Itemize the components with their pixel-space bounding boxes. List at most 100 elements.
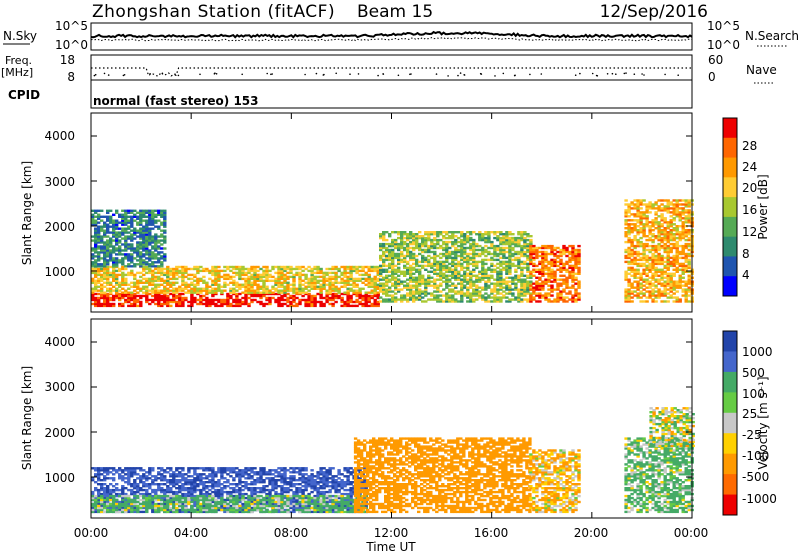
power-cell [382, 250, 386, 254]
power-cell [169, 289, 173, 292]
power-cell [645, 282, 649, 285]
power-cell [94, 304, 98, 308]
power-cell [636, 286, 640, 289]
power-cell [684, 280, 688, 283]
power-cell [175, 289, 179, 292]
power-cell [421, 280, 425, 283]
power-cell [526, 264, 530, 268]
power-cell [217, 298, 221, 302]
power-cell [385, 248, 389, 252]
power-cell [286, 281, 290, 284]
velocity-cell [127, 510, 131, 514]
power-cell [439, 274, 443, 277]
power-cell [91, 261, 95, 264]
power-cell [624, 231, 628, 234]
power-cell [675, 207, 679, 210]
power-cell [454, 298, 458, 301]
power-cell [334, 294, 338, 298]
power-cell [286, 292, 290, 296]
velocity-cell [124, 469, 128, 472]
power-cell [235, 267, 239, 271]
power-cell [475, 260, 479, 264]
power-cell [442, 260, 446, 264]
power-cell [475, 298, 479, 301]
power-cell [310, 285, 314, 288]
power-cell [427, 262, 431, 266]
power-cell [571, 276, 575, 279]
power-cell [559, 290, 563, 293]
power-cell [544, 246, 548, 250]
power-cell [675, 256, 679, 260]
power-cell [109, 283, 113, 286]
power-cell [544, 294, 548, 297]
power-cell [322, 287, 326, 290]
power-cell [355, 304, 359, 308]
power-cell [562, 264, 566, 268]
power-cell [394, 240, 398, 244]
power-cell [454, 292, 458, 295]
power-cell [283, 279, 287, 282]
power-cell [298, 289, 302, 292]
power-cell [472, 280, 476, 283]
power-cell [433, 262, 437, 266]
power-cell [490, 258, 494, 262]
power-cell [535, 286, 539, 289]
power-cell [394, 298, 398, 301]
power-cell [436, 264, 440, 268]
power-cell [639, 282, 643, 285]
freq-point [591, 72, 594, 75]
power-cell [421, 282, 425, 285]
power-cell [151, 273, 155, 277]
power-cell [103, 233, 107, 236]
power-cell [277, 291, 281, 294]
power-cell [436, 284, 440, 287]
power-cell [379, 282, 383, 285]
power-cell [651, 233, 655, 236]
power-cell [175, 277, 179, 281]
power-cell [145, 300, 149, 304]
power-cell [262, 291, 266, 294]
power-cell [286, 277, 290, 281]
power-cell [391, 274, 395, 277]
power-cell [265, 269, 269, 273]
power-cell [538, 284, 542, 287]
power-cell [472, 274, 476, 277]
power-cell [130, 223, 134, 226]
power-cell [103, 231, 107, 234]
power-cell [100, 209, 104, 212]
power-cell [654, 270, 658, 273]
power-cell [508, 246, 512, 250]
power-cell [106, 215, 110, 218]
power-cell [678, 280, 682, 283]
power-cell [124, 237, 128, 240]
power-cell [139, 255, 143, 258]
power-cell [232, 289, 236, 292]
velocity-cell [124, 498, 128, 502]
power-cell [544, 292, 548, 295]
power-cell [358, 292, 362, 296]
freq-right-tick-low: 0 [708, 70, 716, 84]
power-cell [139, 265, 143, 268]
power-cell [633, 205, 637, 208]
power-cell [490, 246, 494, 250]
power-cell [190, 281, 194, 284]
velocity-cell [163, 488, 167, 492]
power-cell [439, 260, 443, 264]
power-cell [630, 258, 634, 262]
power-cell [648, 221, 652, 224]
power-cell [262, 285, 266, 288]
power-cell [148, 289, 152, 292]
power-cell [427, 274, 431, 277]
power-cell [226, 292, 230, 296]
power-ytick-3000: 3000 [44, 175, 75, 189]
power-cell [313, 285, 317, 288]
power-cell [349, 271, 353, 275]
velocity-cell [154, 479, 158, 482]
power-cell [112, 257, 116, 260]
power-colorbar-frame [722, 117, 738, 297]
power-cell [397, 262, 401, 266]
power-cell [412, 268, 416, 271]
power-cell [490, 240, 494, 244]
power-cell [382, 238, 386, 242]
power-cell [166, 302, 170, 306]
